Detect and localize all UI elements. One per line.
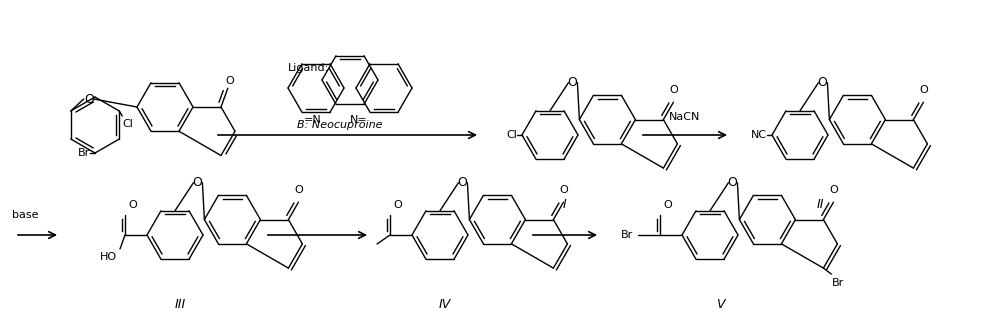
Text: O: O <box>559 185 568 195</box>
Text: Cl: Cl <box>506 130 517 140</box>
Text: O: O <box>457 176 467 189</box>
Text: HO: HO <box>100 252 117 262</box>
Text: O: O <box>727 176 737 189</box>
Text: Br: Br <box>621 230 633 240</box>
Text: O: O <box>84 92 94 106</box>
Text: B: Neocuproine: B: Neocuproine <box>297 120 383 130</box>
Text: O: O <box>919 85 928 95</box>
Text: =N: =N <box>304 115 322 125</box>
Text: O: O <box>663 200 672 210</box>
Text: I: I <box>563 198 567 212</box>
Text: Cl: Cl <box>122 119 133 129</box>
Text: O: O <box>128 200 137 210</box>
Text: Br: Br <box>831 278 844 288</box>
Text: V: V <box>716 299 724 311</box>
Text: N=: N= <box>350 115 368 125</box>
Text: O: O <box>192 176 202 189</box>
Text: O: O <box>225 76 234 86</box>
Text: NC: NC <box>751 130 767 140</box>
Text: III: III <box>174 299 186 311</box>
Text: IV: IV <box>439 299 451 311</box>
Text: Ligand:: Ligand: <box>288 63 329 73</box>
Text: O: O <box>829 185 838 195</box>
Text: II: II <box>816 198 824 212</box>
Text: base: base <box>12 210 39 220</box>
Text: O: O <box>669 85 678 95</box>
Text: O: O <box>294 185 303 195</box>
Text: Br: Br <box>78 148 90 158</box>
Text: NaCN: NaCN <box>669 112 701 122</box>
Text: O: O <box>817 76 827 89</box>
Text: O: O <box>567 76 577 89</box>
Text: O: O <box>393 200 402 210</box>
